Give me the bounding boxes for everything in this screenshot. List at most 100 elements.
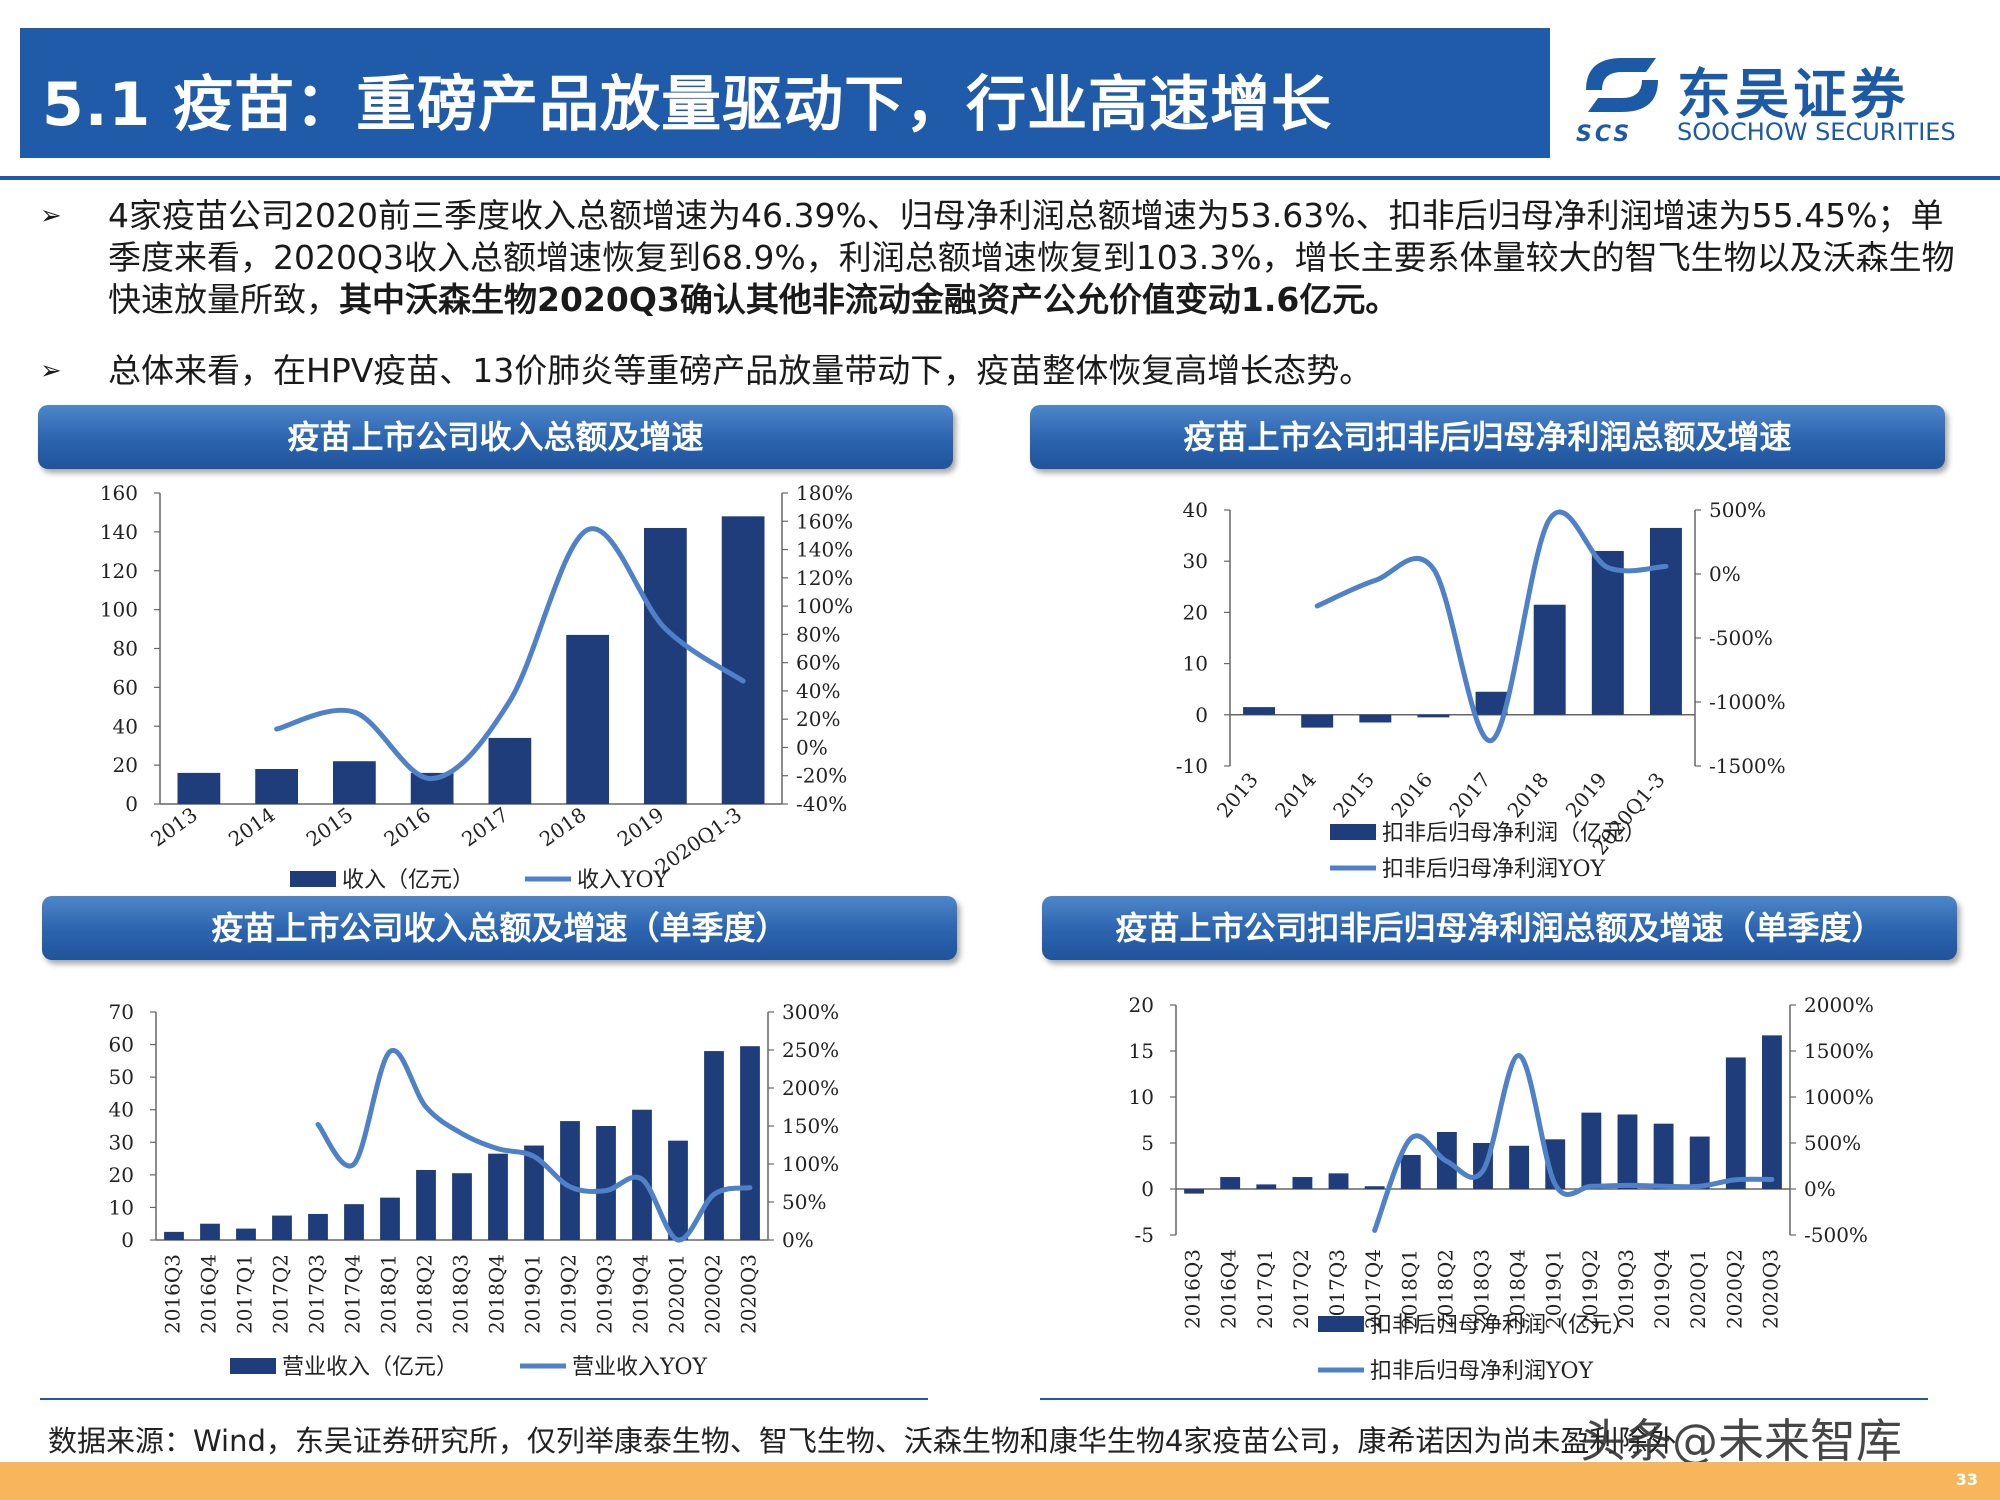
bar bbox=[596, 1126, 616, 1240]
right-tick-label: 150% bbox=[782, 1114, 839, 1138]
right-tick-label: 0% bbox=[796, 735, 828, 759]
bar bbox=[1533, 604, 1566, 715]
left-tick-label: 40 bbox=[1183, 498, 1208, 522]
category-label: 2017Q1 bbox=[233, 1254, 257, 1334]
bar bbox=[177, 772, 221, 804]
bar bbox=[380, 1197, 400, 1240]
left-tick-label: 10 bbox=[109, 1195, 134, 1219]
logo-english: SOOCHOW SECURITIES bbox=[1677, 118, 1956, 146]
left-tick-label: 30 bbox=[1183, 549, 1208, 573]
legend-label: 收入YOY bbox=[577, 868, 669, 893]
right-tick-label: 180% bbox=[796, 481, 853, 505]
brand-logo: 东吴证券 SCS SOOCHOW SECURITIES bbox=[1572, 50, 1982, 150]
category-label: 2018Q3 bbox=[449, 1254, 473, 1334]
bottom-bar bbox=[0, 1462, 2000, 1500]
logo-abbr: SCS bbox=[1576, 122, 1633, 147]
right-tick-label: 20% bbox=[796, 707, 840, 731]
left-tick-label: 10 bbox=[1129, 1085, 1154, 1109]
right-tick-label: 0% bbox=[1804, 1177, 1836, 1201]
yoy-line bbox=[315, 1047, 753, 1243]
left-tick-label: 0 bbox=[1141, 1177, 1154, 1201]
legend-label: 营业收入YOY bbox=[572, 1355, 708, 1380]
bar bbox=[164, 1231, 184, 1240]
right-tick-label: 2000% bbox=[1804, 993, 1874, 1017]
left-tick-label: 0 bbox=[121, 1228, 134, 1252]
legend-label: 扣非后归母净利润YOY bbox=[1370, 1359, 1594, 1384]
category-label: 2018Q2 bbox=[1433, 1249, 1457, 1329]
left-tick-label: 140 bbox=[100, 520, 138, 544]
legend-bar-swatch bbox=[1318, 1316, 1364, 1332]
bar bbox=[566, 634, 610, 804]
right-tick-label: -500% bbox=[1804, 1223, 1868, 1247]
category-label: 2018Q4 bbox=[1506, 1249, 1530, 1329]
legend-bar-swatch bbox=[1330, 824, 1376, 840]
bullet-1-normal: 4家疫苗公司2020前三季度收入总额增速为46.39%、归母净利润总额增速为53… bbox=[108, 196, 1955, 319]
right-tick-label: -1000% bbox=[1709, 690, 1786, 714]
category-label: 2020Q3 bbox=[1758, 1249, 1782, 1329]
bar bbox=[1328, 1173, 1349, 1189]
category-label: 2019Q4 bbox=[1650, 1249, 1674, 1329]
legend-label: 扣非后归母净利润（亿元） bbox=[1382, 821, 1646, 846]
header-divider bbox=[0, 176, 2000, 180]
left-tick-label: 100 bbox=[100, 598, 138, 622]
category-label: 2019Q2 bbox=[557, 1254, 581, 1334]
bar bbox=[272, 1215, 292, 1240]
category-label: 2019Q3 bbox=[593, 1254, 617, 1334]
left-tick-label: 40 bbox=[109, 1098, 134, 1122]
legend-label: 扣非后归母净利润YOY bbox=[1382, 857, 1606, 882]
category-label: 2017Q3 bbox=[1325, 1249, 1349, 1329]
bar bbox=[1475, 691, 1508, 715]
bar bbox=[1256, 1184, 1277, 1189]
right-tick-label: 160% bbox=[796, 509, 853, 533]
right-tick-label: 0% bbox=[1709, 562, 1741, 586]
right-tick-label: 80% bbox=[796, 622, 840, 646]
bar bbox=[1220, 1177, 1241, 1189]
right-tick-label: 500% bbox=[1804, 1131, 1861, 1155]
legend-label: 收入（亿元） bbox=[342, 868, 474, 893]
left-tick-label: -10 bbox=[1176, 754, 1208, 778]
category-label: 2020Q2 bbox=[1722, 1249, 1746, 1329]
bar bbox=[740, 1046, 760, 1240]
category-label: 2016Q4 bbox=[197, 1254, 221, 1334]
left-tick-label: -5 bbox=[1135, 1223, 1154, 1247]
left-tick-label: 120 bbox=[100, 559, 138, 583]
bar bbox=[560, 1121, 580, 1240]
category-label: 2019Q4 bbox=[629, 1254, 653, 1334]
bar bbox=[643, 527, 687, 804]
bullet-2-text: 总体来看，在HPV疫苗、13价肺炎等重磅产品放量带动下，疫苗整体恢复高增长态势。 bbox=[108, 351, 1373, 390]
left-tick-label: 20 bbox=[1129, 993, 1154, 1017]
right-tick-label: 100% bbox=[782, 1152, 839, 1176]
scs-swirl-icon bbox=[1586, 58, 1658, 112]
category-label: 2018Q1 bbox=[377, 1254, 401, 1334]
category-label: 2017Q2 bbox=[1289, 1249, 1313, 1329]
logo-chinese: 东吴证券 bbox=[1677, 63, 1909, 126]
right-tick-label: 1000% bbox=[1804, 1085, 1874, 1109]
category-label: 2016Q3 bbox=[161, 1254, 185, 1334]
arrow-bullet-icon: ➢ bbox=[40, 201, 62, 231]
bar bbox=[1689, 1136, 1710, 1189]
category-label: 2017Q2 bbox=[269, 1254, 293, 1334]
watermark: 头条@未来智库 bbox=[1580, 1414, 1902, 1468]
right-tick-label: 50% bbox=[782, 1190, 826, 1214]
left-tick-label: 10 bbox=[1183, 652, 1208, 676]
category-label: 2017Q4 bbox=[1361, 1249, 1385, 1329]
legend-bar-swatch bbox=[290, 871, 336, 887]
right-tick-label: 250% bbox=[782, 1038, 839, 1062]
bar bbox=[1509, 1145, 1530, 1189]
category-label: 2019Q3 bbox=[1614, 1249, 1638, 1329]
left-tick-label: 5 bbox=[1141, 1131, 1154, 1155]
category-label: 2017Q4 bbox=[341, 1254, 365, 1334]
right-tick-label: 40% bbox=[796, 679, 840, 703]
bar bbox=[452, 1173, 472, 1240]
page-number: 33 bbox=[1955, 1470, 1978, 1489]
right-tick-label: -500% bbox=[1709, 626, 1773, 650]
bar bbox=[416, 1169, 436, 1240]
category-label: 2019Q2 bbox=[1578, 1249, 1602, 1329]
bar bbox=[236, 1228, 256, 1240]
bar bbox=[1301, 714, 1334, 728]
yoy-line bbox=[1372, 1053, 1775, 1233]
bar bbox=[308, 1213, 328, 1240]
